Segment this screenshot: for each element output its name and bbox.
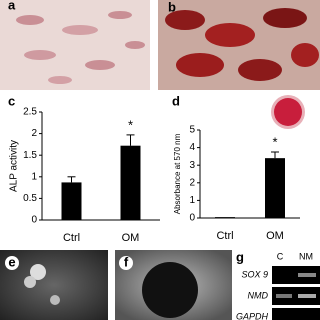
significance: *: [128, 117, 133, 132]
y-tick-label: 3: [189, 160, 195, 171]
panel-label: g: [236, 249, 244, 264]
y-tick-label: 2: [189, 177, 195, 188]
panel-label: d: [172, 93, 180, 108]
bar: [215, 217, 235, 218]
gel-column-label: C: [277, 251, 284, 261]
micrograph-a: [0, 0, 150, 90]
gel-row-label: SOX 9: [241, 269, 268, 279]
micrograph-e: [0, 250, 108, 320]
x-tick-label: OM: [122, 232, 140, 244]
bar: [61, 182, 82, 220]
y-tick-label: 5: [189, 125, 195, 136]
panel-label: a: [8, 0, 16, 12]
significance: *: [272, 134, 277, 149]
panel-label: b: [168, 0, 176, 14]
gel-row-label: NMD: [248, 290, 269, 300]
y-tick-label: 2.5: [23, 107, 37, 118]
y-tick-label: 4: [189, 142, 195, 153]
panel-label: c: [8, 93, 15, 108]
x-tick-label: Ctrl: [63, 232, 80, 244]
y-tick-label: 1: [189, 195, 195, 206]
gel-column-label: NM: [299, 251, 313, 261]
x-tick-label: Ctrl: [216, 230, 233, 242]
bar: [120, 145, 141, 220]
panel-label: f: [124, 254, 129, 269]
panel-label: e: [8, 254, 15, 269]
gel-row-label: GAPDH: [236, 311, 269, 320]
bar: [265, 158, 285, 218]
y-tick-label: 1.5: [23, 150, 37, 161]
y-axis-label: ALP activity: [9, 140, 20, 192]
y-tick-label: 1: [31, 171, 37, 182]
x-tick-label: OM: [266, 230, 284, 242]
well-image: [271, 95, 305, 129]
y-axis-label: Absorbance at 570 nm: [173, 133, 182, 214]
micrograph-f: [115, 250, 232, 320]
y-tick-label: 0: [31, 215, 37, 226]
y-tick-label: 0.5: [23, 193, 37, 204]
y-tick-label: 2: [31, 128, 37, 139]
gel-image: [272, 266, 320, 320]
micrograph-b: [158, 0, 320, 90]
y-tick-label: 0: [189, 213, 195, 224]
